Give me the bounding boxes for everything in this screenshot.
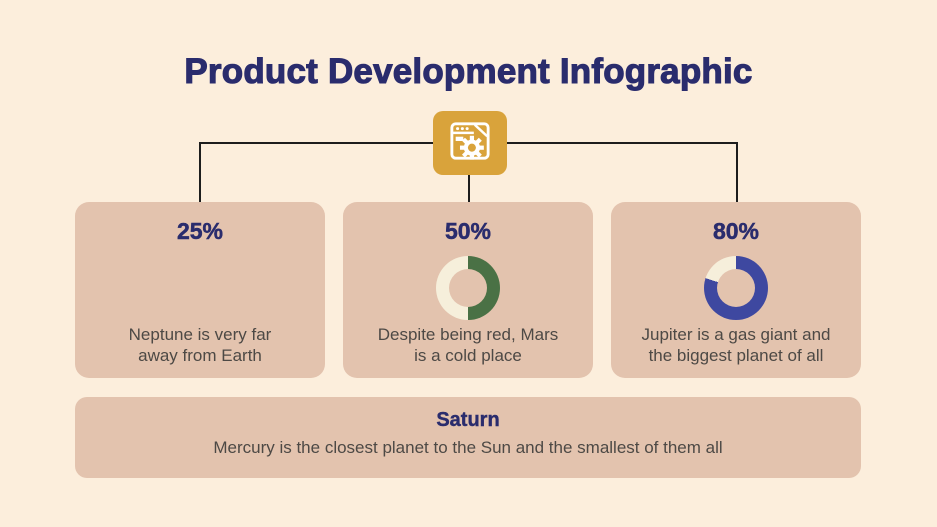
stat-card-mars: 50% Despite being red, Mars is a cold pla… (343, 202, 593, 378)
footer-bar-saturn: Saturn Mercury is the closest planet to … (75, 397, 861, 478)
card-caption: Despite being red, Mars is a cold place (377, 325, 559, 365)
footer-title: Saturn (436, 409, 500, 431)
percent-label: 50% (444, 218, 492, 245)
connector-line-center (468, 173, 470, 202)
connector-line-right (736, 142, 738, 202)
browser-gear-icon (447, 120, 493, 167)
donut-chart-50 (436, 256, 500, 320)
percent-label: 25% (176, 218, 224, 245)
browser-gear-icon-badge (433, 111, 507, 175)
stat-card-neptune: 25% Neptune is very far away from Earth (75, 202, 325, 378)
stat-cards-row: 25% Neptune is very far away from Earth 5… (75, 202, 861, 378)
page-title: Product Development Infographic (184, 51, 753, 91)
stat-card-jupiter: 80% Jupiter is a gas giant and the bigges… (611, 202, 861, 378)
percent-label: 80% (712, 218, 760, 245)
connector-line-left (199, 142, 201, 202)
footer-caption: Mercury is the closest planet to the Sun… (213, 438, 723, 457)
card-caption: Neptune is very far away from Earth (128, 325, 272, 365)
donut-chart-80 (704, 256, 768, 320)
card-caption: Jupiter is a gas giant and the biggest pl… (641, 325, 831, 365)
